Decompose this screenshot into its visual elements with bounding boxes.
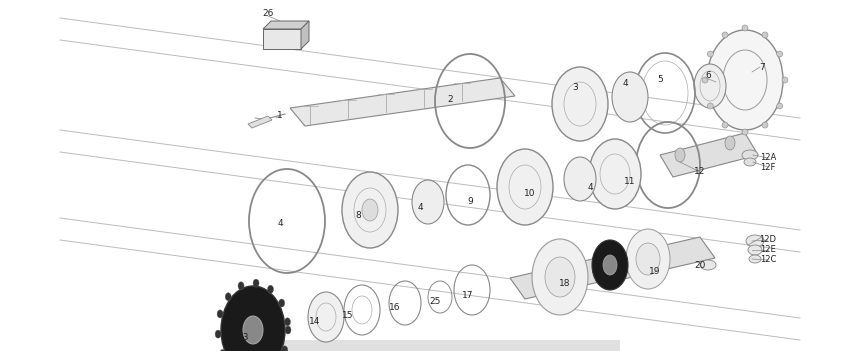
Ellipse shape [762,32,768,38]
Ellipse shape [342,172,398,248]
Text: 12F: 12F [760,163,776,172]
Ellipse shape [612,72,648,122]
Text: 7: 7 [760,62,765,72]
Ellipse shape [749,255,761,263]
Text: 20: 20 [694,260,706,270]
Ellipse shape [282,346,287,351]
Text: 4: 4 [277,219,283,229]
Ellipse shape [742,150,758,160]
Text: 18: 18 [559,278,571,287]
Ellipse shape [748,245,762,255]
Polygon shape [263,21,309,29]
Ellipse shape [675,148,685,162]
Ellipse shape [564,157,596,201]
Text: 8: 8 [355,211,361,219]
Text: 12C: 12C [760,256,776,265]
Ellipse shape [285,318,291,326]
Text: 17: 17 [463,291,474,300]
Ellipse shape [412,180,444,224]
Ellipse shape [707,51,713,57]
Text: 1: 1 [277,112,283,120]
Ellipse shape [285,326,291,334]
Text: 25: 25 [430,298,441,306]
Text: 14: 14 [309,318,320,326]
Ellipse shape [742,129,748,135]
Ellipse shape [782,77,788,83]
Ellipse shape [221,286,285,351]
Ellipse shape [603,255,617,275]
Ellipse shape [707,30,783,130]
Ellipse shape [742,25,748,31]
Text: 12A: 12A [760,152,776,161]
Polygon shape [301,21,309,49]
Ellipse shape [215,330,221,338]
Ellipse shape [253,279,259,287]
Ellipse shape [497,149,553,225]
Ellipse shape [226,293,231,301]
Ellipse shape [725,136,735,150]
Text: 15: 15 [342,311,354,320]
Text: 6: 6 [705,72,711,80]
Ellipse shape [238,282,244,290]
Ellipse shape [694,64,726,108]
Ellipse shape [308,292,344,342]
Text: 26: 26 [262,9,273,19]
Ellipse shape [777,51,783,57]
Polygon shape [600,237,715,281]
Text: 19: 19 [649,266,661,276]
Ellipse shape [589,139,641,209]
Text: 9: 9 [467,197,473,205]
Text: 10: 10 [524,190,536,199]
Ellipse shape [592,240,628,290]
Ellipse shape [545,257,575,297]
Ellipse shape [243,316,263,344]
Text: 4: 4 [587,183,593,192]
Polygon shape [248,116,272,128]
Ellipse shape [746,235,764,247]
Polygon shape [263,29,301,49]
Text: 13: 13 [238,332,250,342]
Text: 11: 11 [624,177,635,185]
Text: 4: 4 [622,79,628,88]
Ellipse shape [279,299,285,307]
Ellipse shape [700,260,716,270]
Ellipse shape [217,310,223,318]
Ellipse shape [722,122,728,128]
Ellipse shape [777,103,783,109]
Text: 3: 3 [572,84,578,93]
Text: 2: 2 [447,94,453,104]
Ellipse shape [552,67,608,141]
Ellipse shape [722,32,728,38]
Ellipse shape [636,243,660,275]
Bar [260,340,620,351]
Ellipse shape [626,229,670,289]
Ellipse shape [220,350,226,351]
Ellipse shape [532,239,588,315]
Polygon shape [510,255,625,299]
Polygon shape [660,133,758,177]
Text: 4: 4 [418,203,423,212]
Text: 12D: 12D [760,236,777,245]
Polygon shape [290,78,515,126]
Text: 12: 12 [694,167,706,177]
Text: 12E: 12E [760,245,776,254]
Ellipse shape [362,199,378,221]
Text: 16: 16 [389,304,401,312]
Ellipse shape [707,103,713,109]
Ellipse shape [702,77,708,83]
Ellipse shape [762,122,768,128]
Text: 5: 5 [657,75,663,85]
Ellipse shape [744,158,756,166]
Ellipse shape [267,285,273,293]
